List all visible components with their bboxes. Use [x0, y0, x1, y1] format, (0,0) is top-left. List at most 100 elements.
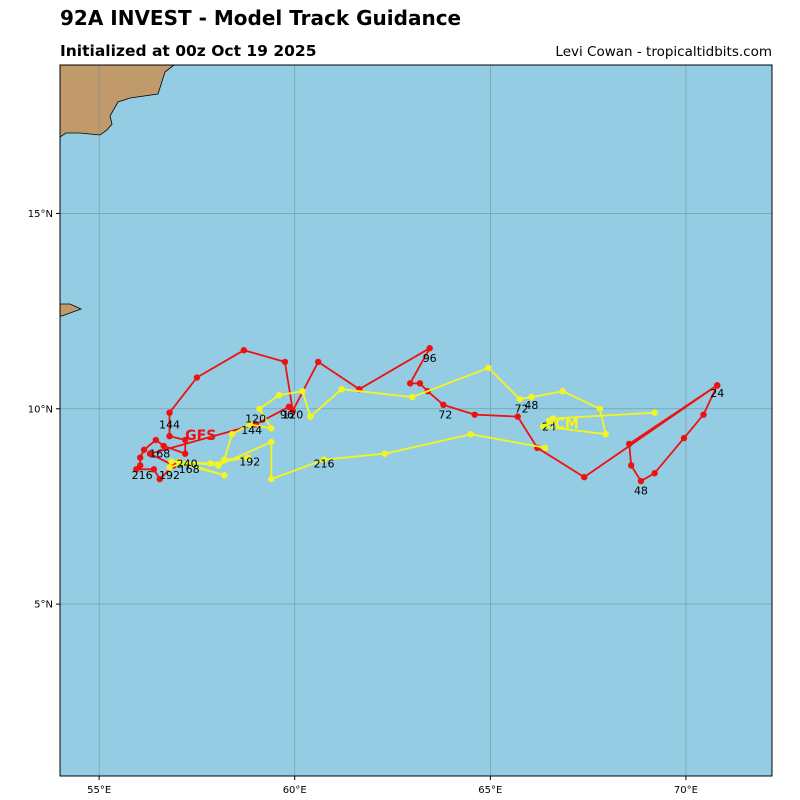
gfs-track-point [314, 358, 322, 366]
ecm-track-point [602, 430, 609, 438]
gfs-track-point [146, 450, 154, 457]
ecm-track-point [408, 393, 416, 401]
gfs-track-point [166, 432, 173, 440]
plot-area: 55°E 60°E 65°E 70°E5°N10°N15°N2448729612014… [28, 64, 773, 796]
x-tick-label: 70°E [674, 785, 698, 796]
y-tick-label: 10°N [28, 404, 53, 415]
ocean-area [60, 65, 772, 776]
ecm-track-point [256, 405, 263, 412]
gfs-hour-label: 48 [634, 485, 648, 498]
gfs-track-point [152, 436, 160, 444]
x-tick-label: 65°E [478, 785, 502, 796]
ecm-track-point [516, 395, 523, 403]
gfs-track-point [514, 413, 521, 420]
y-tick-label: 5°N [34, 600, 53, 611]
gfs-hour-label: 192 [159, 469, 180, 482]
gfs-hour-label: 24 [710, 387, 724, 400]
gfs-track-point [240, 346, 248, 354]
gfs-track-point [150, 466, 158, 473]
ecm-track-point [228, 430, 236, 438]
ecm-hour-label: 144 [241, 424, 262, 437]
gfs-hour-label: 168 [149, 448, 170, 461]
ecm-track-point [338, 386, 345, 393]
gfs-track-point [440, 401, 447, 409]
gfs-track-point [156, 475, 163, 483]
gfs-track-point [140, 446, 148, 453]
ecm-hour-label: 216 [314, 457, 335, 470]
x-tick-label: 60°E [283, 785, 307, 796]
ecm-track-point [244, 454, 251, 461]
ecm-track-point [221, 456, 228, 463]
ecm-track-point [539, 423, 547, 430]
gfs-track-point [700, 411, 707, 418]
map-frame [59, 64, 773, 777]
gfs-model-label: GFS [185, 428, 216, 444]
ecm-track-point [207, 460, 214, 467]
ecm-track-point [467, 430, 474, 438]
gfs-hour-label: 120 [282, 409, 303, 422]
ecm-track-point [559, 388, 566, 395]
gfs-hour-label: 240 [177, 457, 198, 470]
gfs-track-point [193, 374, 201, 381]
ecm-track-point [651, 409, 658, 416]
map-credit: Levi Cowan - tropicaltidbits.com [555, 44, 772, 60]
ecm-track-point [221, 471, 228, 479]
ecm-hour-label: 192 [239, 455, 260, 468]
gfs-track-point [166, 409, 173, 416]
gfs-track-point [289, 407, 296, 414]
gfs-track-point [426, 345, 433, 352]
map-subtitle: Initialized at 00z Oct 19 2025 [60, 42, 317, 60]
x-tick-label: 55°E [87, 785, 111, 796]
ecm-track-point [168, 458, 175, 465]
gfs-track-point [651, 470, 658, 477]
gfs-track-point [416, 380, 424, 387]
ecm-track-point [381, 450, 388, 457]
gfs-track-point [136, 462, 144, 469]
gfs-track-point [626, 440, 633, 448]
ecm-track-point [299, 388, 306, 395]
gfs-track-point [637, 477, 645, 485]
ecm-track-point [541, 444, 549, 452]
ecm-track-point [166, 464, 173, 471]
ecm-hour-label: 48 [524, 399, 538, 412]
gfs-track-point [581, 473, 588, 481]
gfs-track-point [285, 403, 293, 411]
land-arabian-peninsula [59, 64, 176, 138]
gfs-track-point [133, 466, 140, 473]
ecm-hour-label: 24 [542, 420, 556, 433]
gfs-track-point [181, 436, 189, 444]
ecm-hour-label: 120 [245, 412, 266, 425]
ecm-track-point [268, 438, 275, 446]
y-tick-label: 15°N [28, 209, 53, 220]
gfs-hour-label: 216 [132, 469, 153, 482]
ecm-track-point [176, 458, 183, 465]
ecm-track-point [485, 364, 492, 371]
gfs-track-point [714, 382, 721, 389]
gfs-hour-label: 96 [423, 352, 437, 365]
ecm-track-point [320, 456, 328, 463]
ecm-track-point [528, 393, 535, 401]
ecm-track-point [246, 421, 253, 428]
gfs-track-point [406, 380, 414, 387]
gfs-track-point [136, 454, 144, 461]
gfs-hour-label: 144 [159, 418, 180, 431]
gfs-track-point [181, 450, 189, 457]
ecm-track-point [549, 415, 557, 422]
gfs-track-point [281, 358, 289, 366]
ecm-track-point [268, 475, 275, 483]
ecm-hour-label: 96 [280, 409, 294, 422]
ecm-track-point [307, 413, 314, 420]
ecm-track-point [275, 391, 283, 399]
gfs-track-point [680, 434, 688, 442]
ecm-hour-label: 168 [179, 463, 200, 476]
gfs-track-point [471, 411, 478, 418]
ecm-hour-label: 72 [515, 403, 529, 416]
ecm-model-label: ECM [545, 416, 579, 432]
ecm-track-point [268, 425, 275, 432]
map-title: 92A INVEST - Model Track Guidance [60, 6, 462, 30]
ecm-track-point [596, 405, 604, 412]
gfs-track-point [160, 442, 167, 450]
gfs-track-point [627, 462, 635, 469]
ecm-track-point [215, 462, 222, 469]
